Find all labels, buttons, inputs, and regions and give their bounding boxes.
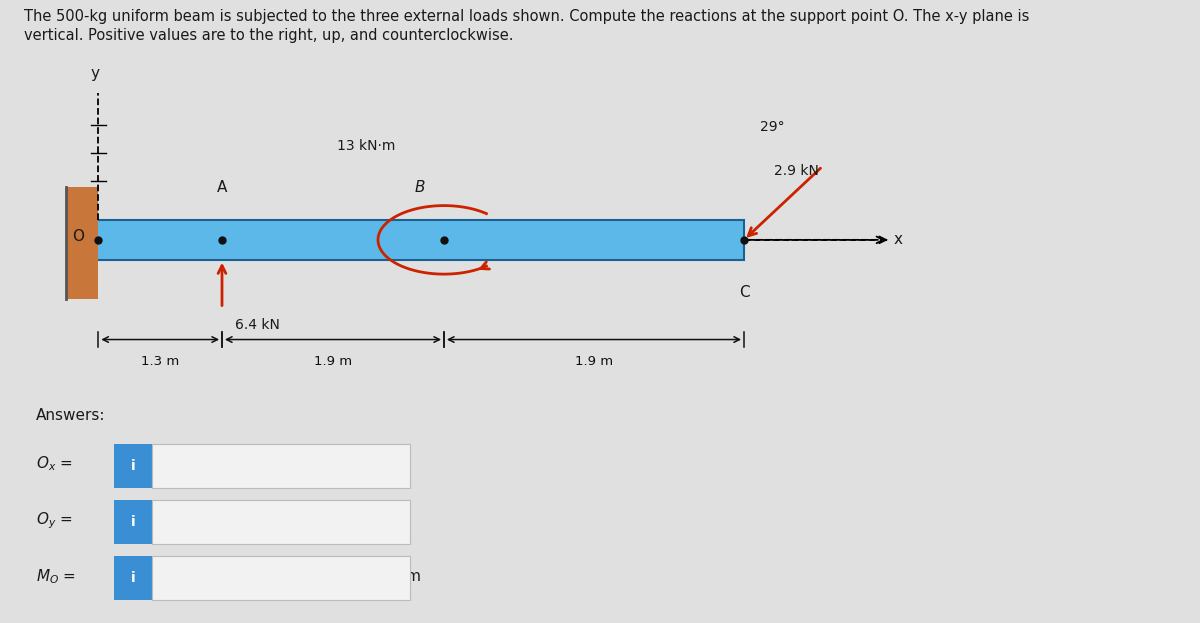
Text: kN: kN — [382, 513, 402, 528]
Text: $O_x$ =: $O_x$ = — [36, 455, 73, 473]
Bar — [114, 444, 152, 488]
Text: The 500-kg uniform beam is subjected to the three external loads shown. Compute : The 500-kg uniform beam is subjected to … — [24, 9, 1030, 24]
Text: $M_O$ =: $M_O$ = — [36, 567, 76, 586]
Text: 13 kN·m: 13 kN·m — [337, 139, 395, 153]
Text: 6.4 kN: 6.4 kN — [235, 318, 280, 331]
Bar — [152, 556, 410, 600]
Bar — [66, 187, 98, 299]
Text: x: x — [894, 232, 904, 247]
Text: kN: kN — [382, 457, 402, 472]
Text: i: i — [131, 459, 136, 473]
Text: i: i — [131, 515, 136, 529]
Text: kN·m: kN·m — [382, 569, 421, 584]
Text: 1.3 m: 1.3 m — [142, 355, 179, 368]
Bar — [96, 220, 744, 260]
Text: $O_y$ =: $O_y$ = — [36, 510, 73, 531]
Text: 1.9 m: 1.9 m — [314, 355, 352, 368]
Text: y: y — [90, 66, 100, 81]
Text: C: C — [739, 285, 749, 300]
Text: vertical. Positive values are to the right, up, and counterclockwise.: vertical. Positive values are to the rig… — [24, 28, 514, 43]
Text: A: A — [217, 180, 227, 195]
Text: 2.9 kN: 2.9 kN — [774, 164, 818, 178]
Text: O: O — [72, 229, 84, 244]
Bar — [114, 500, 152, 544]
Text: Answers:: Answers: — [36, 408, 106, 423]
Bar — [152, 444, 410, 488]
Bar — [114, 556, 152, 600]
Bar — [152, 500, 410, 544]
Text: 29°: 29° — [760, 120, 785, 134]
Text: i: i — [131, 571, 136, 585]
Text: B: B — [415, 180, 425, 195]
Text: 1.9 m: 1.9 m — [575, 355, 613, 368]
